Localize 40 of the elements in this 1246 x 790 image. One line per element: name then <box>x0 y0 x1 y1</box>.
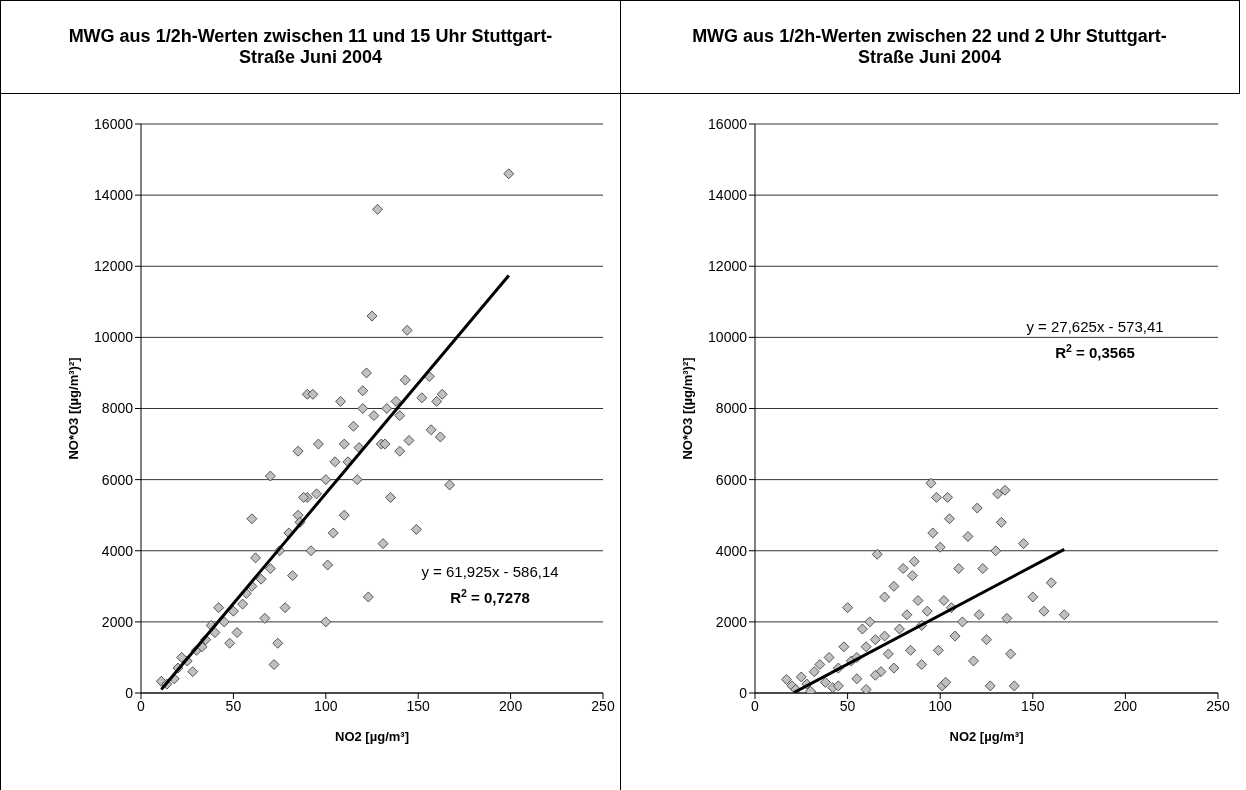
y-tick-label: 12000 <box>94 258 134 275</box>
y-axis-title: NO*O3 [(µg/m³)²] <box>679 357 695 460</box>
y-tick-label: 6000 <box>101 471 134 488</box>
x-tick-label: 250 <box>591 697 615 714</box>
x-axis-title: NO2 [µg/m³] <box>949 729 1024 744</box>
x-tick-label: 50 <box>839 697 856 714</box>
annotation: y = 61,925x - 586,14 <box>421 563 559 580</box>
x-tick-label: 100 <box>314 697 338 714</box>
chart-title: MWG aus 1/2h-Werten zwischen 22 und 2 Uhr Stuttgart-Straße Juni 2004 <box>691 26 1168 68</box>
y-tick-label: 8000 <box>715 400 748 417</box>
x-axis-title: NO2 [µg/m³] <box>335 729 409 744</box>
y-tick-label: 16000 <box>708 115 748 132</box>
y-tick-label: 10000 <box>708 329 748 346</box>
y-tick-label: 8000 <box>101 400 134 417</box>
x-tick-label: 200 <box>498 697 523 714</box>
x-tick-label: 200 <box>1113 697 1138 714</box>
x-tick-label: 150 <box>406 697 431 714</box>
x-tick-label: 150 <box>1021 697 1045 714</box>
x-tick-label: 0 <box>751 697 760 714</box>
y-tick-label: 4000 <box>715 542 748 559</box>
y-tick-label: 12000 <box>708 258 748 275</box>
x-tick-label: 100 <box>928 697 953 714</box>
y-tick-label: 4000 <box>101 542 134 559</box>
x-tick-label: 0 <box>137 697 146 714</box>
chart-title: MWG aus 1/2h-Werten zwischen 11 und 15 Uhr Stuttgart-Straße Juni 2004 <box>67 26 554 68</box>
y-tick-label: 16000 <box>94 115 134 132</box>
y-tick-label: 0 <box>125 684 134 701</box>
y-tick-label: 14000 <box>708 187 748 204</box>
annotation: R$^{2}$ = 0,3565 <box>1055 342 1135 361</box>
y-tick-label: 2000 <box>715 613 748 630</box>
y-tick-label: 2000 <box>101 613 134 630</box>
annotation: y = 27,625x - 573,41 <box>1026 318 1164 335</box>
x-tick-label: 250 <box>1206 697 1230 714</box>
y-tick-label: 0 <box>739 684 748 701</box>
y-tick-label: 14000 <box>94 187 134 204</box>
y-axis-title: NO*O3 [(µg/m³)²] <box>65 357 81 460</box>
y-tick-label: 6000 <box>715 471 748 488</box>
y-tick-label: 10000 <box>94 329 134 346</box>
x-tick-label: 50 <box>225 697 242 714</box>
annotation: R$^{2}$ = 0,7278 <box>450 587 530 606</box>
